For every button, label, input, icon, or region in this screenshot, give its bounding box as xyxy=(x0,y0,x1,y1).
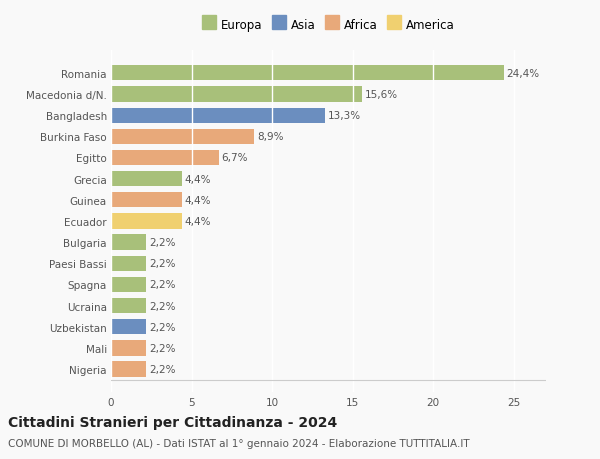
Bar xyxy=(111,66,504,81)
Bar xyxy=(111,151,219,166)
Text: 2,2%: 2,2% xyxy=(149,343,175,353)
Text: 2,2%: 2,2% xyxy=(149,301,175,311)
Text: 2,2%: 2,2% xyxy=(149,280,175,290)
Text: 4,4%: 4,4% xyxy=(184,174,211,184)
Bar xyxy=(111,319,146,335)
Text: 2,2%: 2,2% xyxy=(149,364,175,374)
Bar xyxy=(111,341,146,356)
Text: 4,4%: 4,4% xyxy=(184,196,211,205)
Bar xyxy=(111,193,182,208)
Text: Cittadini Stranieri per Cittadinanza - 2024: Cittadini Stranieri per Cittadinanza - 2… xyxy=(8,415,337,429)
Text: 8,9%: 8,9% xyxy=(257,132,283,142)
Text: COMUNE DI MORBELLO (AL) - Dati ISTAT al 1° gennaio 2024 - Elaborazione TUTTITALI: COMUNE DI MORBELLO (AL) - Dati ISTAT al … xyxy=(8,438,469,448)
Bar xyxy=(111,108,325,123)
Bar xyxy=(111,129,254,145)
Text: 24,4%: 24,4% xyxy=(506,69,539,78)
Legend: Europa, Asia, Africa, America: Europa, Asia, Africa, America xyxy=(199,15,458,35)
Bar xyxy=(111,362,146,377)
Bar xyxy=(111,87,362,102)
Text: 13,3%: 13,3% xyxy=(328,111,361,121)
Bar xyxy=(111,277,146,292)
Text: 4,4%: 4,4% xyxy=(184,217,211,226)
Bar xyxy=(111,172,182,187)
Text: 2,2%: 2,2% xyxy=(149,259,175,269)
Bar xyxy=(111,298,146,313)
Bar xyxy=(111,214,182,229)
Bar xyxy=(111,235,146,250)
Text: 15,6%: 15,6% xyxy=(365,90,398,100)
Text: 2,2%: 2,2% xyxy=(149,322,175,332)
Text: 6,7%: 6,7% xyxy=(221,153,248,163)
Bar xyxy=(111,256,146,271)
Text: 2,2%: 2,2% xyxy=(149,238,175,247)
